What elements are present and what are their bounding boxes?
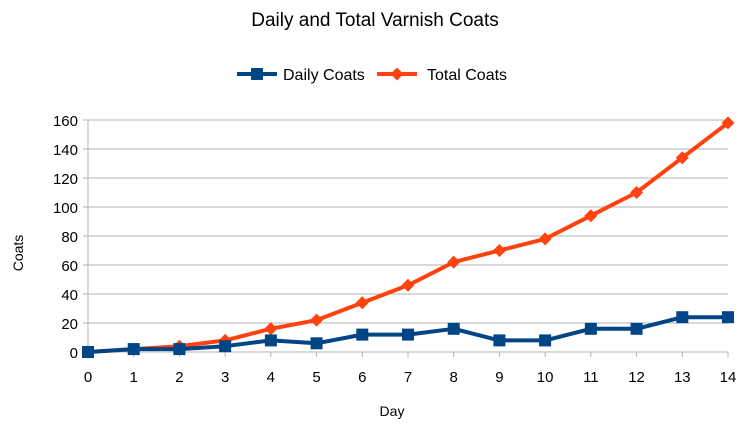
- y-tick-label: 0: [70, 345, 78, 362]
- data-point-daily-coats: [264, 334, 277, 347]
- data-point-daily-coats: [539, 334, 552, 347]
- x-tick-label: 4: [267, 369, 275, 386]
- x-tick-label: 0: [84, 369, 92, 386]
- data-point-daily-coats: [722, 311, 734, 324]
- legend: Daily Coats Total Coats: [237, 67, 507, 84]
- data-point-daily-coats: [356, 328, 369, 341]
- data-point-total-coats: [675, 151, 689, 165]
- x-tick-label: 11: [583, 369, 599, 386]
- data-point-daily-coats: [630, 322, 643, 335]
- legend-marker-daily-coats: [251, 68, 263, 80]
- y-tick-label: 40: [61, 287, 78, 304]
- x-tick-label: 8: [450, 369, 458, 386]
- series-daily-coats: [82, 311, 734, 358]
- data-point-total-coats: [264, 322, 278, 336]
- x-tick-label: 3: [221, 369, 229, 386]
- grid: [88, 119, 728, 353]
- x-tick-label: 6: [358, 369, 366, 386]
- legend-item-total-coats: Total Coats: [377, 67, 507, 84]
- data-point-total-coats: [447, 255, 461, 269]
- y-axis-label: Coats: [10, 235, 26, 272]
- x-tick-label: 5: [312, 369, 320, 386]
- y-tick-label: 160: [53, 113, 78, 130]
- x-tick-label: 9: [495, 369, 503, 386]
- x-tick-label: 1: [130, 369, 138, 386]
- legend-label-total-coats: Total Coats: [427, 67, 507, 84]
- y-tick-label: 100: [53, 200, 78, 217]
- data-point-daily-coats: [82, 346, 94, 358]
- x-tick-label: 12: [628, 369, 645, 386]
- y-tick-label: 140: [53, 142, 78, 159]
- x-tick-label: 2: [175, 369, 183, 386]
- data-point-daily-coats: [219, 340, 232, 353]
- x-axis-label: Day: [380, 403, 405, 419]
- data-point-total-coats: [630, 186, 644, 199]
- series-layer: [81, 116, 735, 359]
- x-tick-label: 7: [404, 369, 412, 386]
- legend-item-daily-coats: Daily Coats: [237, 67, 365, 84]
- legend-label-daily-coats: Daily Coats: [283, 67, 365, 84]
- data-point-total-coats: [492, 244, 506, 257]
- data-point-total-coats: [355, 296, 369, 310]
- data-point-total-coats: [721, 116, 735, 130]
- data-point-daily-coats: [584, 322, 597, 335]
- y-tick-label: 60: [61, 258, 78, 275]
- data-point-total-coats: [401, 278, 415, 292]
- x-tick-label: 10: [537, 369, 554, 386]
- y-tick-label: 80: [61, 229, 78, 246]
- data-point-total-coats: [310, 313, 324, 327]
- series-total-coats: [81, 116, 735, 359]
- series-line-total-coats: [86, 120, 730, 354]
- x-tick-label: 13: [674, 369, 691, 386]
- data-point-daily-coats: [493, 334, 506, 347]
- data-point-total-coats: [538, 232, 552, 246]
- data-point-daily-coats: [310, 337, 323, 350]
- legend-marker-total-coats: [390, 67, 404, 81]
- data-point-total-coats: [584, 209, 598, 223]
- data-point-daily-coats: [402, 328, 414, 341]
- data-point-daily-coats: [676, 311, 689, 324]
- y-tick-label: 120: [53, 171, 78, 188]
- data-point-daily-coats: [447, 322, 460, 335]
- chart-title: Daily and Total Varnish Coats: [251, 10, 498, 31]
- y-tick-label: 20: [61, 316, 78, 333]
- data-point-daily-coats: [173, 343, 186, 356]
- data-point-daily-coats: [127, 343, 140, 356]
- x-tick-label: 14: [720, 369, 737, 386]
